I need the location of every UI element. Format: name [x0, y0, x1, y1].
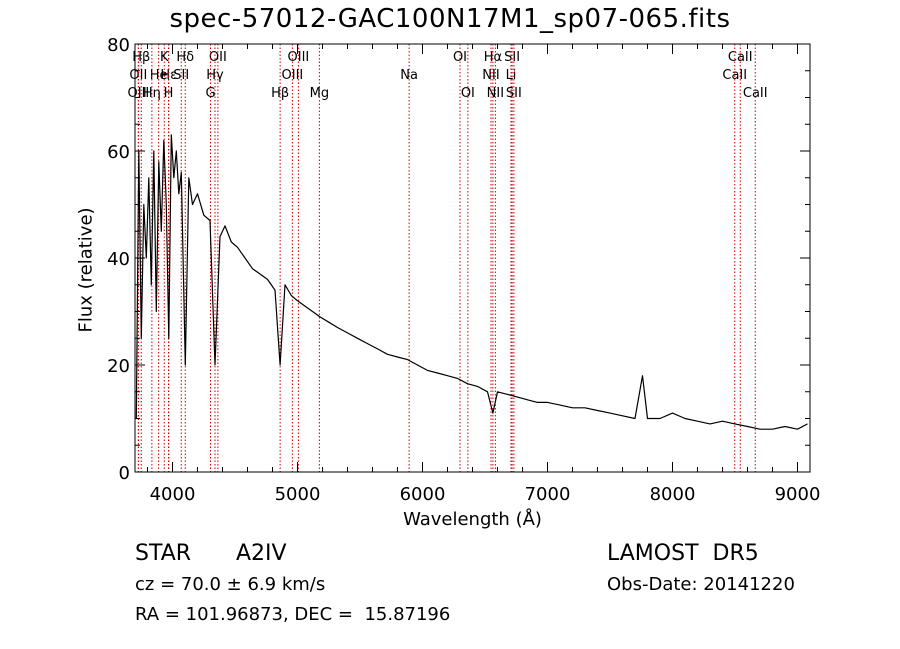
line-label-12: SII [173, 68, 189, 83]
line-label-1: K [160, 50, 169, 65]
line-label-20: Hη [143, 86, 161, 101]
x-tick-label-5: 9000 [775, 484, 821, 505]
plot-frame [134, 43, 811, 473]
y-tick-label-1: 20 [107, 356, 130, 377]
object-class: STAR [135, 541, 192, 566]
line-label-7: SII [504, 50, 520, 65]
x-tick-label-3: 7000 [525, 484, 571, 505]
line-label-0: Hβ [132, 50, 150, 65]
line-label-2: Hδ [176, 50, 194, 65]
spectrum-line [135, 134, 808, 430]
line-label-14: OIII [282, 68, 304, 83]
x-axis-label: Wavelength (Å) [403, 509, 542, 530]
line-label-6: Hα [484, 50, 502, 65]
line-label-10: He [150, 68, 168, 83]
y-tick-label-0: 0 [119, 463, 130, 484]
line-label-13: Hγ [206, 68, 224, 83]
y-tick-label-2: 40 [107, 249, 130, 270]
x-tick-label-4: 8000 [650, 484, 696, 505]
line-label-25: OI [461, 86, 475, 101]
line-label-3: OII [209, 50, 227, 65]
line-label-26: NII [487, 86, 504, 101]
line-label-19: OIII [128, 86, 150, 101]
line-label-8: CaII [728, 50, 753, 65]
line-label-17: Li [506, 68, 517, 83]
coordinates: RA = 101.96873, DEC = 15.87196 [135, 604, 451, 625]
line-label-4: OIII [288, 50, 310, 65]
line-label-16: NII [482, 68, 499, 83]
line-label-5: OI [453, 50, 467, 65]
line-label-21: H [164, 86, 174, 101]
redshift-value: cz = 70.0 ± 6.9 km/s [135, 574, 326, 595]
line-label-28: CaII [743, 86, 768, 101]
obs-date: Obs-Date: 20141220 [607, 574, 795, 595]
object-subclass: A2IV [236, 541, 287, 566]
line-label-24: Mg [310, 86, 329, 101]
x-tick-label-2: 6000 [400, 484, 446, 505]
y-axis-label: Flux (relative) [75, 207, 97, 333]
line-label-27: SII [506, 86, 522, 101]
survey-label: LAMOST DR5 [607, 541, 759, 566]
y-tick-label-4: 80 [107, 35, 130, 56]
y-tick-label-3: 60 [107, 142, 130, 163]
line-label-15: Na [400, 68, 418, 83]
line-label-22: G [205, 86, 215, 101]
line-label-23: Hβ [271, 86, 289, 101]
x-tick-label-1: 5000 [275, 484, 321, 505]
chart-title: spec-57012-GAC100N17M1_sp07-065.fits [169, 4, 731, 34]
line-label-18: CaII [722, 68, 747, 83]
x-tick-label-0: 4000 [150, 484, 196, 505]
